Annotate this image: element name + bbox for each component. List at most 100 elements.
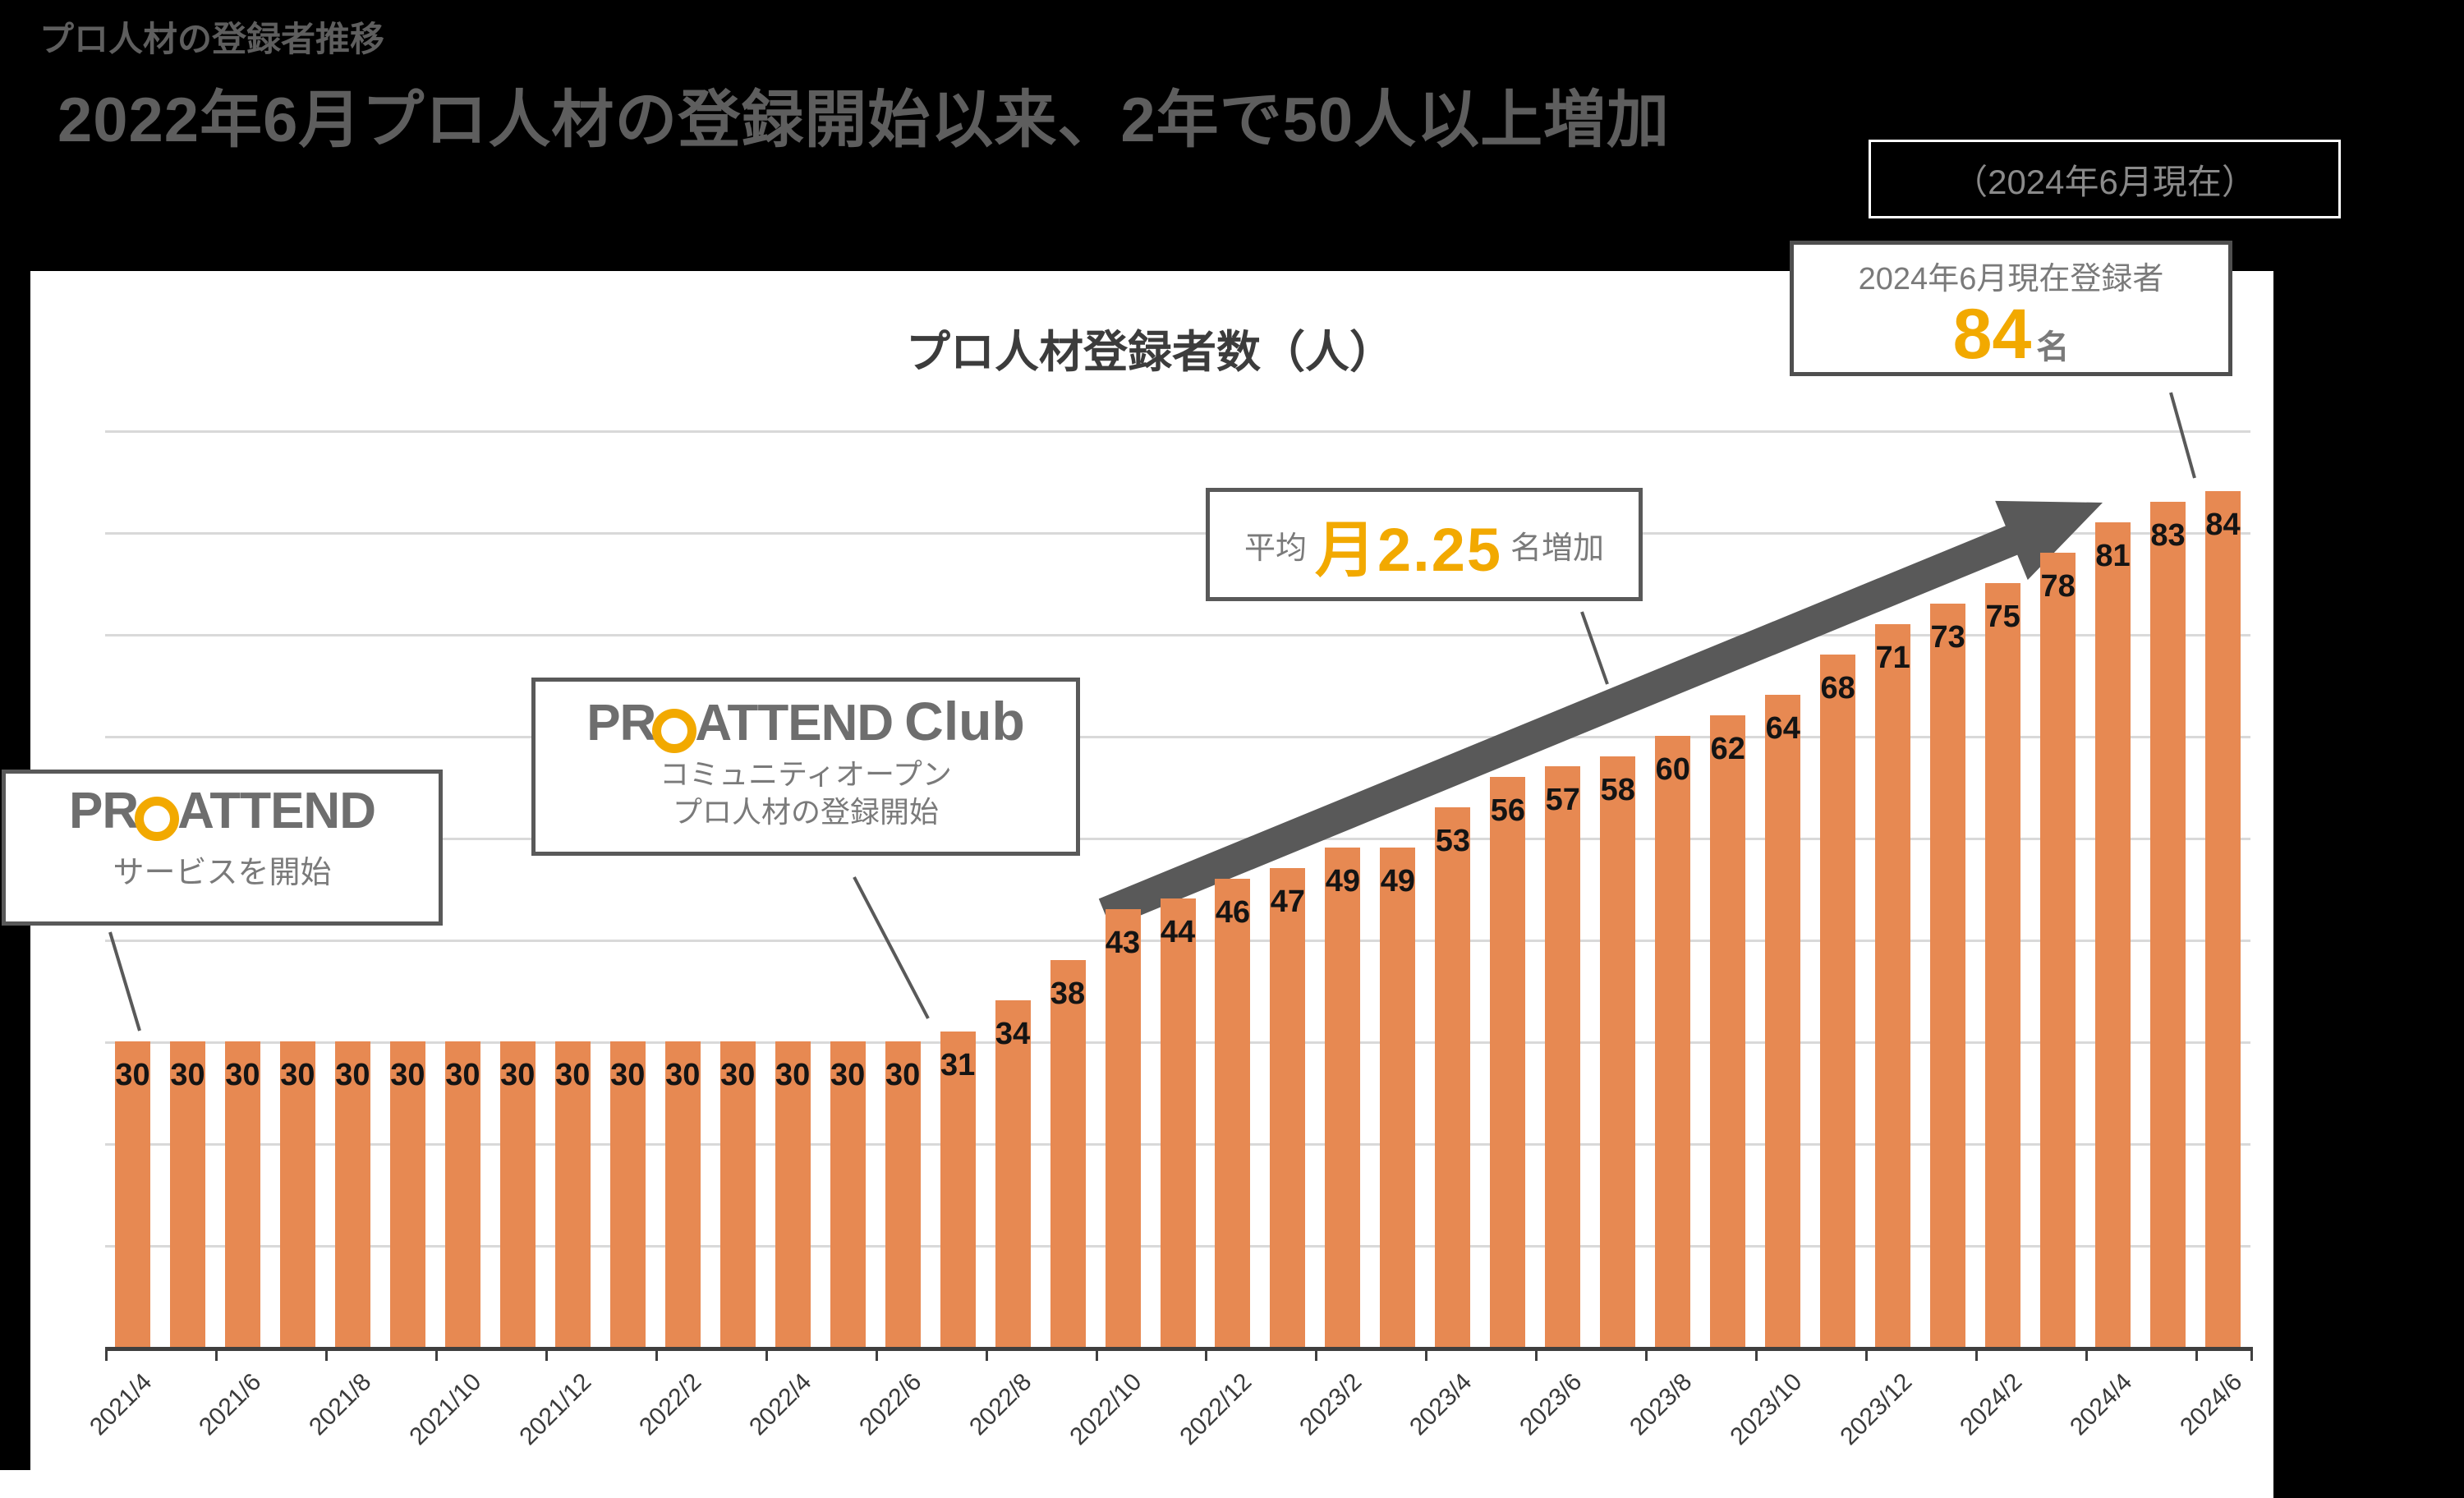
bar-2023/1 [1270, 868, 1306, 1347]
bar-2022/12 [1215, 878, 1251, 1347]
x-axis-tick [105, 1347, 108, 1361]
x-axis-label-2023/10: 2023/10 [1725, 1368, 1808, 1451]
bar-2021/7 [279, 1041, 315, 1347]
bar-2022/3 [719, 1041, 756, 1347]
logo-attend-text: ATTEND [177, 783, 376, 839]
bar-2021/9 [389, 1041, 425, 1347]
x-axis-label-2023/2: 2023/2 [1294, 1368, 1368, 1441]
x-axis-label-2023/6: 2023/6 [1514, 1368, 1588, 1441]
x-axis-tick [1095, 1347, 1098, 1361]
x-axis-tick [2250, 1347, 2253, 1361]
bar-value-label-2022/1: 30 [610, 1058, 646, 1092]
bar-value-label-2021/8: 30 [335, 1058, 370, 1092]
bar-2022/1 [609, 1041, 646, 1347]
x-axis-tick [655, 1347, 658, 1361]
bar-2022/5 [830, 1041, 866, 1347]
x-axis-label-2023/4: 2023/4 [1404, 1368, 1478, 1441]
callout-value-row: 84 名 [1794, 298, 2228, 370]
bar-2024/3 [2040, 552, 2076, 1347]
page-eyebrow: プロ人材の登録者推移 [39, 20, 385, 58]
bar-value-label-2021/12: 30 [555, 1058, 591, 1092]
x-axis-label-2024/4: 2024/4 [2064, 1368, 2137, 1441]
bar-2024/2 [1985, 583, 2021, 1347]
bar-value-label-2022/10: 43 [1105, 925, 1141, 960]
average-growth-prefix: 平均 [1243, 531, 1307, 566]
x-axis-tick [765, 1347, 768, 1361]
bar-value-label-2024/3: 78 [2040, 568, 2076, 604]
club-open-caption: コミュニティオープン プロ人材の登録開始 [536, 756, 1076, 831]
x-axis-tick [1865, 1347, 1869, 1361]
club-open-caption-line1: コミュニティオープン [660, 757, 952, 791]
bar-value-label-2021/5: 30 [170, 1058, 205, 1092]
x-axis-tick [214, 1347, 218, 1361]
bar-value-label-2022/4: 30 [775, 1058, 811, 1092]
average-growth-highlight: 月2.25 [1314, 515, 1503, 584]
average-growth-suffix: 名増加 [1510, 531, 1605, 566]
x-axis-label-2022/8: 2022/8 [964, 1368, 1037, 1441]
x-axis-label-2022/4: 2022/4 [744, 1368, 817, 1441]
bar-2022/6 [885, 1041, 921, 1347]
bar-2023/5 [1490, 776, 1526, 1347]
x-axis-tick [1315, 1347, 1318, 1361]
bar-2022/10 [1105, 908, 1141, 1347]
bar-value-label-2022/6: 30 [885, 1058, 921, 1092]
gridline-60 [105, 736, 2250, 738]
bar-value-label-2023/11: 68 [1820, 670, 1855, 705]
current-registrants-callout: 2024年6月現在登録者 84 名 [1790, 241, 2232, 376]
bar-2022/9 [1050, 959, 1086, 1347]
bar-2024/4 [2095, 522, 2131, 1347]
bar-2021/8 [334, 1041, 370, 1347]
x-axis-tick [545, 1347, 548, 1361]
bar-2021/4 [114, 1041, 150, 1347]
bar-value-label-2022/5: 30 [830, 1058, 866, 1092]
bar-2023/3 [1380, 848, 1416, 1347]
x-axis-label-2022/6: 2022/6 [854, 1368, 927, 1441]
bar-2022/8 [995, 1000, 1031, 1347]
bar-2023/10 [1765, 695, 1801, 1347]
page-title: 2022年6月プロ人材の登録開始以来、2年で50人以上増加 [57, 85, 1671, 155]
bar-2023/2 [1325, 848, 1361, 1347]
bar-2022/2 [664, 1041, 701, 1347]
gridline-80 [105, 532, 2250, 535]
x-axis-label-2021/4: 2021/4 [84, 1368, 157, 1441]
logo-o-ring-icon [135, 797, 180, 841]
x-axis-tick [2195, 1347, 2199, 1361]
x-axis-tick [1535, 1347, 1538, 1361]
club-open-caption-line2: プロ人材の登録開始 [672, 795, 939, 829]
bar-value-label-2021/7: 30 [280, 1058, 315, 1092]
x-axis-tick [1975, 1347, 1979, 1361]
bar-2024/1 [1930, 603, 1966, 1347]
x-axis-label-2023/8: 2023/8 [1624, 1368, 1698, 1441]
gridline-90 [105, 430, 2250, 433]
x-axis-tick [985, 1347, 988, 1361]
bar-value-label-2021/10: 30 [445, 1058, 480, 1092]
panel-corner-strip [0, 1470, 30, 1498]
x-axis-tick [1645, 1347, 1648, 1361]
x-axis-tick [2085, 1347, 2089, 1361]
bar-2021/11 [499, 1041, 536, 1347]
x-axis-label-2021/12: 2021/12 [514, 1368, 597, 1451]
bar-value-label-2021/6: 30 [225, 1058, 260, 1092]
x-axis-tick [875, 1347, 878, 1361]
logo-pr-text: PR [69, 783, 139, 839]
callout-number: 84 [1952, 295, 2032, 374]
bar-2021/5 [169, 1041, 205, 1347]
logo-club-text: Club [904, 691, 1025, 751]
bar-2023/11 [1820, 654, 1856, 1347]
bar-value-label-2021/9: 30 [390, 1058, 425, 1092]
x-axis-line [105, 1347, 2250, 1351]
bar-value-label-2023/3: 49 [1380, 864, 1416, 899]
as-of-date-text: （2024年6月現在） [1953, 162, 2256, 201]
bar-2021/10 [444, 1041, 480, 1347]
x-axis-label-2021/6: 2021/6 [194, 1368, 267, 1441]
proattend-club-logo: PR ATTEND Club [536, 690, 1076, 753]
bar-2021/12 [554, 1041, 591, 1347]
x-axis-tick [324, 1347, 328, 1361]
x-axis-tick [1425, 1347, 1428, 1361]
x-axis-label-2021/8: 2021/8 [304, 1368, 377, 1441]
bar-value-label-2023/4: 53 [1435, 823, 1470, 858]
service-start-caption: サービスを開始 [113, 856, 332, 890]
bar-2023/8 [1655, 736, 1691, 1347]
logo-pr-text: PR [586, 695, 656, 751]
bar-2023/6 [1545, 766, 1581, 1347]
